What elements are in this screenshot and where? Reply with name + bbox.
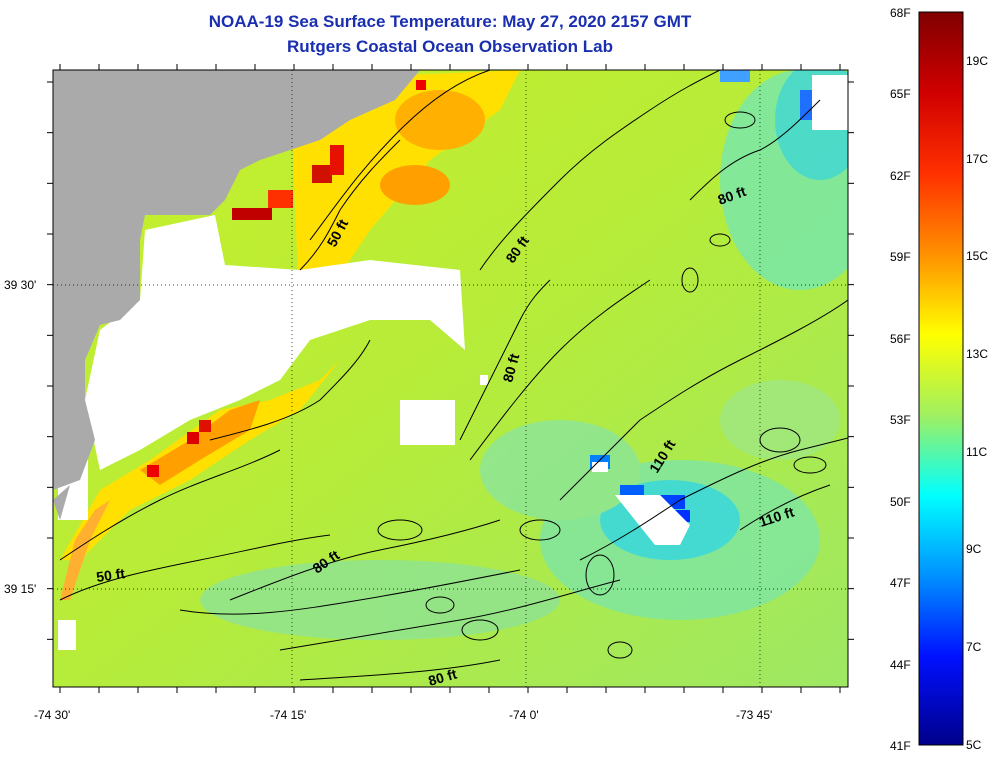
- bathymetry-contours: [59, 70, 848, 681]
- lon-tick-label: -74 0': [509, 708, 539, 722]
- scale-label-f: 56F: [890, 332, 911, 346]
- scale-label-c: 9C: [966, 542, 982, 556]
- color-scale-gradient: [918, 11, 964, 746]
- axis-ticks: [47, 64, 854, 693]
- color-scale-bar: 68F 65F 62F 59F 56F 53F 50F 47F 44F 41F …: [890, 6, 988, 753]
- scale-label-f: 59F: [890, 250, 911, 264]
- fahrenheit-labels: 68F 65F 62F 59F 56F 53F 50F 47F 44F 41F: [890, 6, 911, 753]
- hot-patches: [147, 80, 426, 477]
- warm-coastal-band: [60, 70, 520, 600]
- map-plot-area: 50 ft 80 ft 80 ft 80 ft 50 ft 80 ft 110 …: [53, 70, 848, 688]
- celsius-labels: 19C 17C 15C 13C 11C 9C 7C 5C: [966, 54, 988, 752]
- scale-label-f: 65F: [890, 87, 911, 101]
- scale-label-f: 62F: [890, 169, 911, 183]
- no-data-areas: [58, 75, 848, 650]
- scale-label-c: 7C: [966, 640, 982, 654]
- lat-tick-label: 39 15': [4, 582, 36, 596]
- scale-label-c: 15C: [966, 249, 988, 263]
- scale-label-c: 13C: [966, 347, 988, 361]
- contour-label: 80 ft: [499, 352, 522, 384]
- scale-label-c: 17C: [966, 152, 988, 166]
- scale-label-c: 11C: [966, 445, 987, 459]
- scale-label-f: 44F: [890, 658, 911, 672]
- latitude-labels: 39 30' 39 15': [4, 278, 36, 596]
- scale-label-f: 47F: [890, 576, 911, 590]
- contour-label: 50 ft: [95, 565, 126, 585]
- lon-tick-label: -74 15': [270, 708, 306, 722]
- land-mass: [53, 70, 420, 520]
- scale-label-f: 50F: [890, 495, 911, 509]
- scale-label-f: 41F: [890, 739, 911, 753]
- scale-label-c: 19C: [966, 54, 988, 68]
- map-title: NOAA-19 Sea Surface Temperature: May 27,…: [208, 12, 692, 31]
- lon-tick-label: -73 45': [736, 708, 772, 722]
- scale-label-f: 68F: [890, 6, 911, 20]
- scale-label-f: 53F: [890, 413, 911, 427]
- contour-label: 80 ft: [426, 665, 458, 688]
- scale-label-c: 5C: [966, 738, 982, 752]
- lat-tick-label: 39 30': [4, 278, 36, 292]
- lon-tick-label: -74 30': [34, 708, 70, 722]
- longitude-labels: -74 30' -74 15' -74 0' -73 45': [34, 708, 772, 722]
- map-subtitle: Rutgers Coastal Ocean Observation Lab: [287, 37, 613, 56]
- map-grid: [53, 70, 848, 687]
